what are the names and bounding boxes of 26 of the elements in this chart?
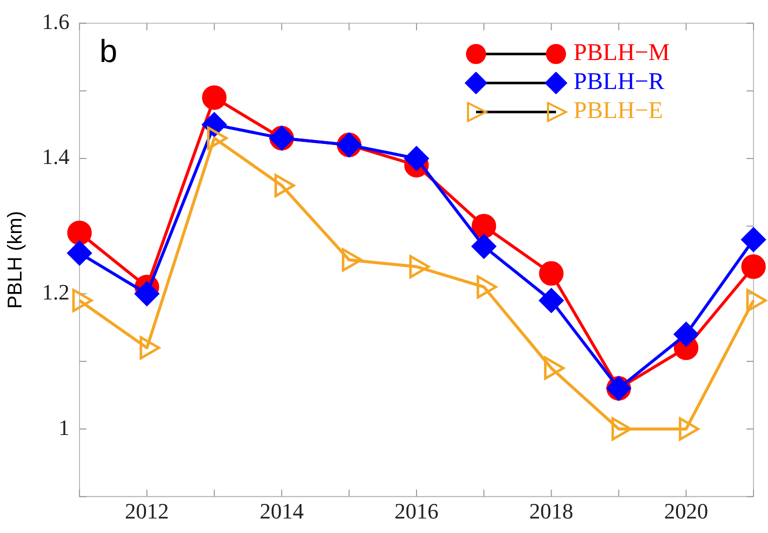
x-tick-label: 2020 [664,498,708,524]
x-tick-label: 2016 [394,498,438,524]
y-tick-label: 1.4 [42,144,70,170]
point [741,254,766,279]
point [202,85,227,110]
y-tick-label: 1.2 [42,279,70,304]
y-tick-label: 1 [58,414,70,440]
point [472,234,496,259]
point [134,281,160,306]
point [67,240,92,266]
point [674,322,698,347]
point [539,261,564,286]
point [67,220,92,246]
x-tick-label: 2018 [529,498,574,524]
point [472,214,496,238]
legend-label: PBLH−R [574,68,664,98]
legend-label: PBLH−M [574,39,670,68]
point [741,227,766,252]
legend-label: PBLH−E [574,97,664,126]
x-tick-label: 2012 [124,498,169,524]
x-tick-label: 2014 [260,498,304,524]
y-tick-label: 1.6 [42,8,70,34]
point [539,288,564,313]
annotation: b [100,33,118,70]
point [404,146,429,171]
y-axis-title: PBLH (km) [4,211,27,309]
